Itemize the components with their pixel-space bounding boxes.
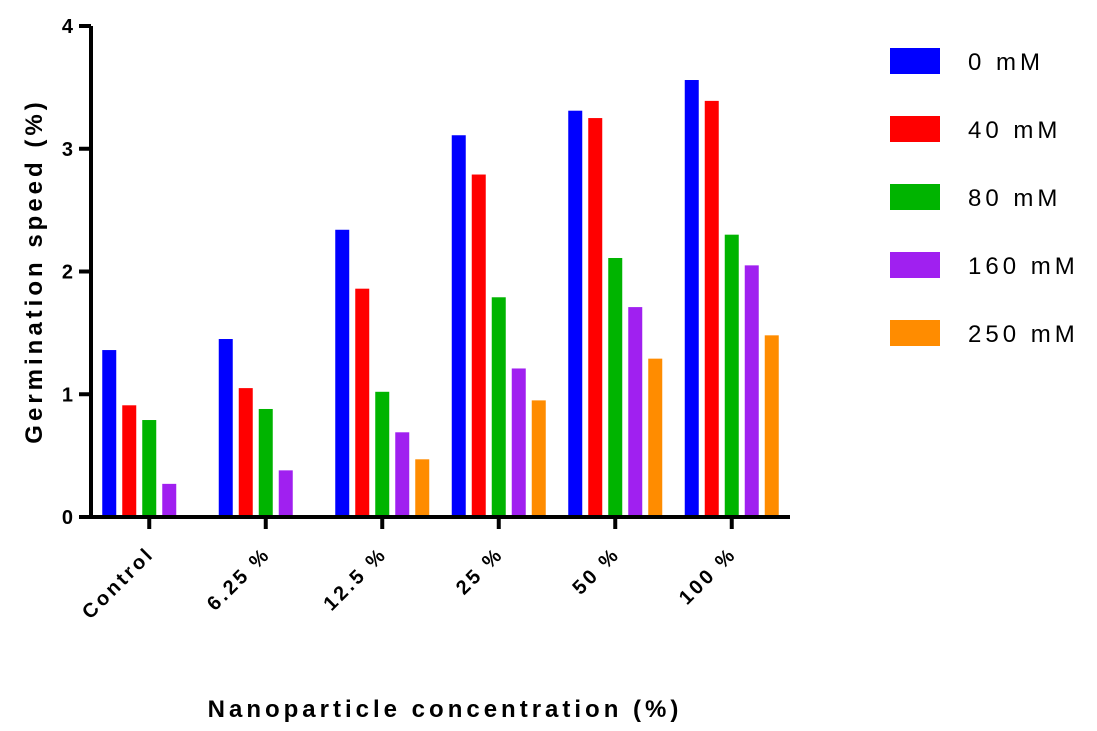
bar: [724, 234, 739, 518]
bar: [568, 110, 583, 517]
bar: [684, 80, 699, 517]
x-axis-title: Nanoparticle concentration (%): [208, 696, 683, 723]
bar: [471, 174, 486, 517]
bar: [395, 432, 410, 517]
bar: [102, 350, 117, 517]
legend-swatch: [890, 184, 940, 210]
bar: [122, 405, 137, 517]
legend-swatch: [890, 116, 940, 142]
bar: [142, 420, 157, 517]
y-tick-label: 4: [62, 16, 74, 38]
legend-label: 160 mM: [968, 253, 1079, 280]
legend-label: 40 mM: [968, 117, 1061, 144]
bar: [608, 257, 623, 517]
bar: [491, 297, 506, 517]
bar: [648, 358, 663, 517]
x-tick-label: 6.25 %: [203, 543, 275, 615]
bar: [588, 118, 603, 517]
bar: [531, 400, 546, 517]
legend-label: 80 mM: [968, 185, 1061, 212]
legend-swatch: [890, 48, 940, 74]
x-tick-label: 12.5 %: [319, 543, 391, 615]
legend-label: 250 mM: [968, 321, 1079, 348]
bar: [335, 229, 350, 517]
bar: [451, 135, 466, 517]
x-tick-label: Control: [78, 543, 159, 624]
x-tick-label: 25 %: [452, 543, 508, 599]
legend-swatch: [890, 320, 940, 346]
bar: [744, 265, 759, 517]
bar: [628, 307, 643, 517]
bars-layer: [102, 80, 779, 518]
y-tick-label: 3: [62, 139, 73, 161]
y-tick-label: 0: [62, 507, 73, 529]
x-ticks: Control 6.25 % 12.5 % 25 % 50 % 100 %: [78, 517, 741, 624]
bar: [278, 470, 293, 517]
bar: [415, 459, 430, 517]
y-ticks: 0 1 2 3 4: [62, 16, 91, 529]
legend: 0 mM 40 mM 80 mM 160 mM 250 mM: [890, 48, 1079, 348]
bar: [162, 483, 177, 517]
y-tick-label: 1: [62, 384, 73, 406]
bar: [511, 368, 526, 517]
bar: [764, 335, 779, 517]
legend-swatch: [890, 252, 940, 278]
y-tick-label: 2: [62, 262, 73, 284]
bar: [258, 408, 273, 517]
x-tick-label: 100 %: [675, 543, 741, 609]
bar: [218, 339, 233, 517]
bar: [238, 388, 253, 517]
y-axis-title: Germination speed (%): [21, 98, 48, 443]
bar: [704, 100, 719, 517]
bar: [375, 391, 390, 517]
legend-label: 0 mM: [968, 49, 1044, 76]
x-tick-label: 50 %: [569, 543, 625, 599]
bar: [355, 288, 370, 517]
